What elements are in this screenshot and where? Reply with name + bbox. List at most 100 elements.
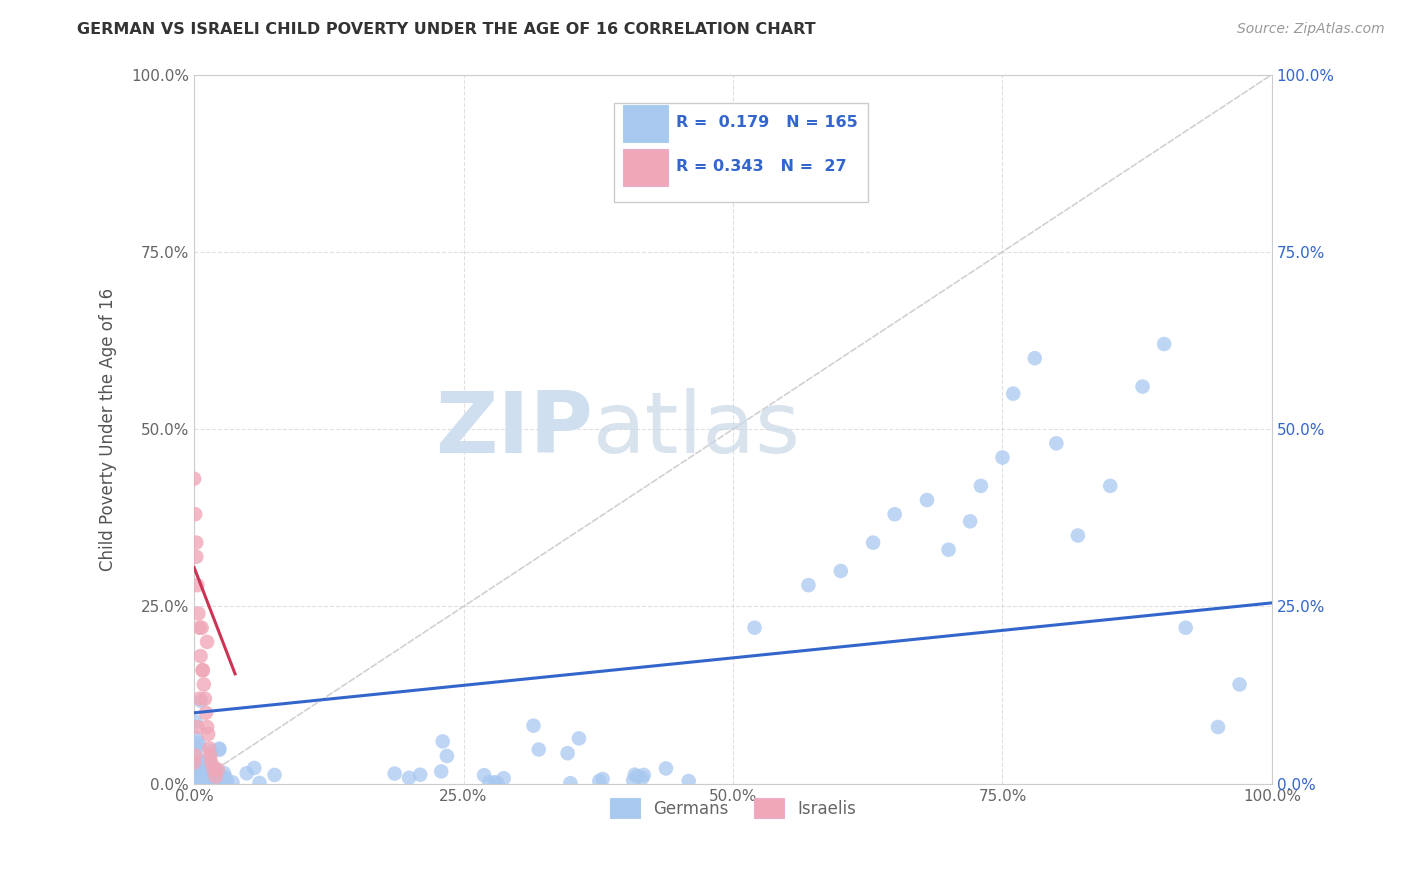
Point [197,766,219,780]
Point [198,772,221,786]
Point [436,749,458,764]
Point [655,761,678,775]
Text: atlas: atlas [593,388,801,471]
Point [183,772,205,787]
Point [478,775,501,789]
Point [212,766,235,780]
Point [472,768,495,782]
Point [184,773,207,788]
Point [200,748,222,763]
Point [492,772,515,786]
Point [198,741,221,756]
Point [938,542,960,557]
Point [915,493,938,508]
Point [678,774,700,789]
Point [207,763,229,777]
Point [183,772,205,786]
Point [184,748,207,763]
Point [183,775,205,789]
Point [190,694,212,708]
Point [186,756,208,771]
Point [830,564,852,578]
Point [186,776,208,790]
Point [191,758,214,772]
Point [183,760,205,774]
Point [195,776,218,790]
FancyBboxPatch shape [623,149,668,186]
Point [183,776,205,790]
Point [186,774,208,789]
Point [186,758,208,772]
Point [621,773,644,788]
Point [187,772,209,787]
Point [183,776,205,790]
Point [193,764,215,779]
Point [211,771,233,785]
Text: Source: ZipAtlas.com: Source: ZipAtlas.com [1237,22,1385,37]
Point [195,772,218,787]
Point [409,768,432,782]
Point [204,763,226,777]
Point [560,776,582,790]
Point [184,775,207,789]
Point [187,776,209,790]
Point [183,756,205,770]
Point [184,768,207,782]
Point [486,776,509,790]
Point [205,775,228,789]
Point [200,744,222,758]
Legend: Germans, Israelis: Germans, Israelis [603,791,863,825]
Point [221,775,243,789]
Point [184,758,207,772]
Point [184,774,207,789]
Text: GERMAN VS ISRAELI CHILD POVERTY UNDER THE AGE OF 16 CORRELATION CHART: GERMAN VS ISRAELI CHILD POVERTY UNDER TH… [77,22,815,37]
Point [186,549,208,564]
Point [193,773,215,788]
Point [187,771,209,785]
Point [188,772,211,787]
Point [204,762,226,776]
Point [1045,436,1067,450]
Point [186,776,208,790]
Point [631,771,654,785]
Point [195,774,218,789]
Point [186,768,208,782]
Point [568,731,591,746]
Point [183,771,205,785]
Point [187,756,209,770]
Point [883,507,905,521]
Point [184,775,207,789]
Point [197,772,219,786]
Point [202,763,225,777]
Point [187,739,209,753]
Point [200,773,222,788]
Point [198,772,221,787]
Point [201,776,224,790]
Point [243,761,266,775]
Point [1206,720,1229,734]
Point [432,734,454,748]
Point [194,706,217,720]
Point [191,773,214,788]
Point [183,771,205,785]
Text: R = 0.343   N =  27: R = 0.343 N = 27 [676,159,846,174]
Point [187,776,209,790]
Point [1153,337,1175,351]
Point [623,767,645,781]
Point [187,736,209,750]
Point [1132,379,1154,393]
Point [1002,386,1025,401]
Point [522,719,544,733]
Point [187,607,209,621]
Point [184,762,207,776]
Point [959,514,981,528]
Point [1024,351,1046,366]
Point [183,755,205,769]
Point [744,621,766,635]
Point [187,764,209,778]
Point [862,535,884,549]
Point [186,767,208,781]
Point [194,773,217,788]
Point [194,691,217,706]
Point [184,776,207,790]
